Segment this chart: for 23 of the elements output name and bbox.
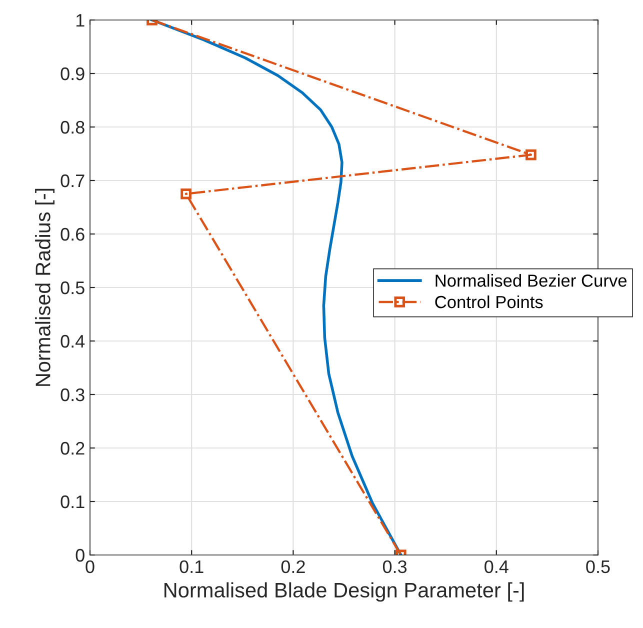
x-axis-title: Normalised Blade Design Parameter [-] — [164, 582, 524, 602]
x-tick-label: 0.3 — [382, 560, 407, 574]
y-axis-title: Normalised Radius [-] — [35, 188, 54, 386]
y-tick-label: 0.1 — [60, 495, 84, 508]
y-tick-label: 0 — [76, 548, 84, 562]
y-tick-label: 0.8 — [60, 120, 84, 134]
y-tick-label: 0.2 — [60, 442, 84, 455]
y-tick-label: 0.4 — [60, 334, 85, 348]
point — [526, 149, 536, 160]
x-tick-label: 0.5 — [586, 560, 610, 574]
x-tick-label: 0 — [86, 560, 94, 574]
x-tick-label: 0.4 — [484, 560, 508, 574]
y-tick-label: 0.3 — [60, 388, 84, 402]
x-tick-label: 0.2 — [281, 560, 305, 574]
y-tick-label: 0.6 — [60, 228, 84, 241]
point — [180, 188, 192, 200]
y-tick-label: 0.7 — [60, 174, 84, 188]
y-tick-label: 0.9 — [60, 67, 84, 80]
y-tick-label: 1 — [76, 14, 84, 27]
legend-label: Normalised Bezier Curve — [436, 274, 627, 287]
x-tick-label: 0.1 — [180, 560, 204, 574]
legend-label: Control Points — [435, 295, 543, 308]
y-tick-label: 0.5 — [60, 281, 84, 294]
